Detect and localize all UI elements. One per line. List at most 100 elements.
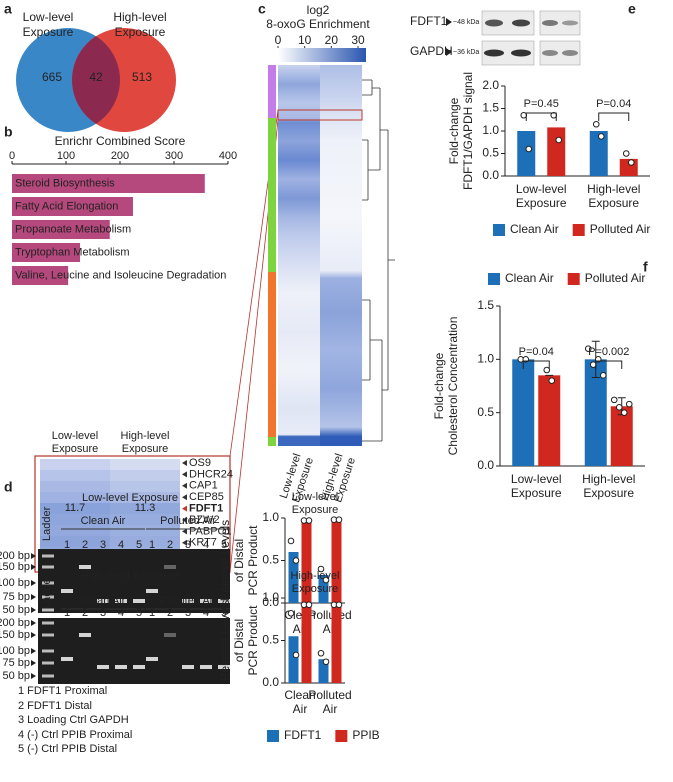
ladder-size: 100 bp — [0, 577, 30, 589]
data-point — [322, 576, 330, 584]
y-tick-label: 1.5 — [477, 298, 494, 312]
venn-label: Exposure — [115, 25, 166, 39]
ladder-size: 100 bp — [0, 645, 30, 657]
ladder-size: 75 bp — [2, 657, 30, 669]
bar — [301, 604, 312, 683]
cluster-strip — [268, 437, 276, 446]
p-value: P=0.04 — [519, 346, 554, 358]
y-axis-label: of Distal — [232, 619, 246, 662]
cluster-strip — [268, 118, 276, 272]
gene-label: FDFT1 — [189, 503, 223, 515]
gene-arrow — [182, 482, 187, 489]
bar — [538, 375, 561, 466]
panel-letter: b — [4, 124, 13, 140]
x-tick-label: Polluted — [308, 688, 351, 702]
x-tick-label: Polluted — [308, 608, 351, 622]
lane-number: 3 — [185, 607, 191, 619]
legend-label: Clean Air — [510, 222, 559, 236]
data-point — [520, 111, 528, 119]
x-tick-label: Clean — [284, 688, 315, 702]
gel-band — [115, 599, 127, 603]
cluster-strip — [268, 65, 276, 118]
y-tick-label: 2.0 — [482, 78, 499, 92]
lane-number: 3 — [185, 539, 191, 551]
legend-label: FDFT1 — [284, 728, 322, 742]
blot-size: ~48 kDa — [453, 19, 479, 26]
y-tick-label: 0.5 — [477, 405, 494, 419]
blot-protein: GAPDH — [410, 44, 453, 58]
data-point — [305, 517, 313, 524]
y-axis-label: Fold-change — [447, 97, 461, 164]
ladder-size: 50 bp — [2, 604, 30, 616]
data-point — [599, 372, 607, 379]
category-label: Tryptophan Metabolism — [15, 246, 130, 258]
bar — [331, 519, 342, 603]
ladder-band — [42, 621, 54, 625]
data-point — [622, 150, 630, 157]
zoom-value: 11.7 — [65, 502, 86, 514]
y-tick-label: 0.5 — [262, 633, 279, 647]
gel-band — [200, 599, 212, 603]
category-label: Steroid Biosynthesis — [15, 177, 115, 189]
data-point — [287, 610, 295, 617]
y-tick-label: 1.0 — [262, 590, 279, 604]
data-point — [317, 565, 325, 573]
bar — [12, 174, 205, 193]
gel-band — [61, 657, 73, 661]
x-tick-label: Low-level — [516, 182, 567, 196]
heatmap-column — [278, 65, 320, 446]
ladder-arrow — [31, 620, 36, 626]
gene-label: PABPC1 — [189, 525, 232, 537]
data-point — [335, 516, 343, 524]
gel-legend: 4 (-) Ctrl PPIB Proximal — [18, 729, 132, 741]
x-tick-label: 400 — [219, 150, 237, 162]
p-value: P=0.04 — [596, 98, 631, 110]
zoom-column: High-level — [121, 430, 170, 442]
data-point — [292, 651, 300, 659]
ladder-band — [42, 674, 54, 678]
ladder-label: Ladder — [41, 574, 53, 609]
data-point — [287, 537, 295, 545]
data-point — [292, 557, 300, 564]
lane-number: 2 — [82, 607, 88, 619]
colorbar-ticks: 0 10 20 30 — [275, 33, 365, 48]
gene-arrow — [182, 517, 187, 523]
ladder-arrow — [31, 607, 36, 613]
y-tick-label: 1.5 — [482, 101, 499, 115]
ladder-band — [42, 633, 54, 637]
x-tick-label: Air — [323, 702, 338, 716]
gel-band — [79, 565, 91, 569]
gel-legend: 2 FDFT1 Distal — [18, 700, 92, 712]
x-tick-label: Exposure — [516, 196, 567, 210]
y-axis-label: FDFT1/GAPDH signal — [461, 72, 475, 190]
gel-band — [182, 599, 194, 603]
y-axis-label: Relative Levels — [218, 600, 232, 681]
data-point — [548, 377, 556, 384]
y-axis-label: Fold-change — [432, 352, 446, 419]
gel-group: Clean Air — [81, 515, 126, 527]
ladder-arrow — [31, 580, 36, 586]
significance-bracket — [525, 112, 557, 121]
venn-overlap — [72, 28, 120, 132]
p-value: P=0.002 — [588, 346, 629, 358]
bar — [12, 220, 110, 239]
lane-number: 1 — [149, 539, 155, 551]
category-label: Propanoate Metabolism — [15, 223, 131, 235]
data-point — [615, 404, 623, 411]
colorbar-tick-label: 10 — [298, 33, 312, 47]
x-tick-label: High-level — [582, 472, 635, 486]
bar — [584, 359, 607, 466]
lane-number: 1 — [149, 607, 155, 619]
bar — [547, 127, 566, 176]
y-tick-label: 0.0 — [262, 595, 279, 609]
x-tick-label: Low-level — [511, 472, 562, 486]
lane-number: 4 — [203, 539, 209, 551]
ladder-size: 200 bp — [0, 617, 30, 629]
heatmap-title: 8-oxoG Enrichment — [266, 17, 370, 31]
chart-title: Enrichr Combined Score — [55, 134, 186, 148]
panel-letter: c — [258, 1, 266, 17]
colorbar-tick-label: 30 — [351, 33, 365, 47]
bar — [288, 636, 299, 683]
